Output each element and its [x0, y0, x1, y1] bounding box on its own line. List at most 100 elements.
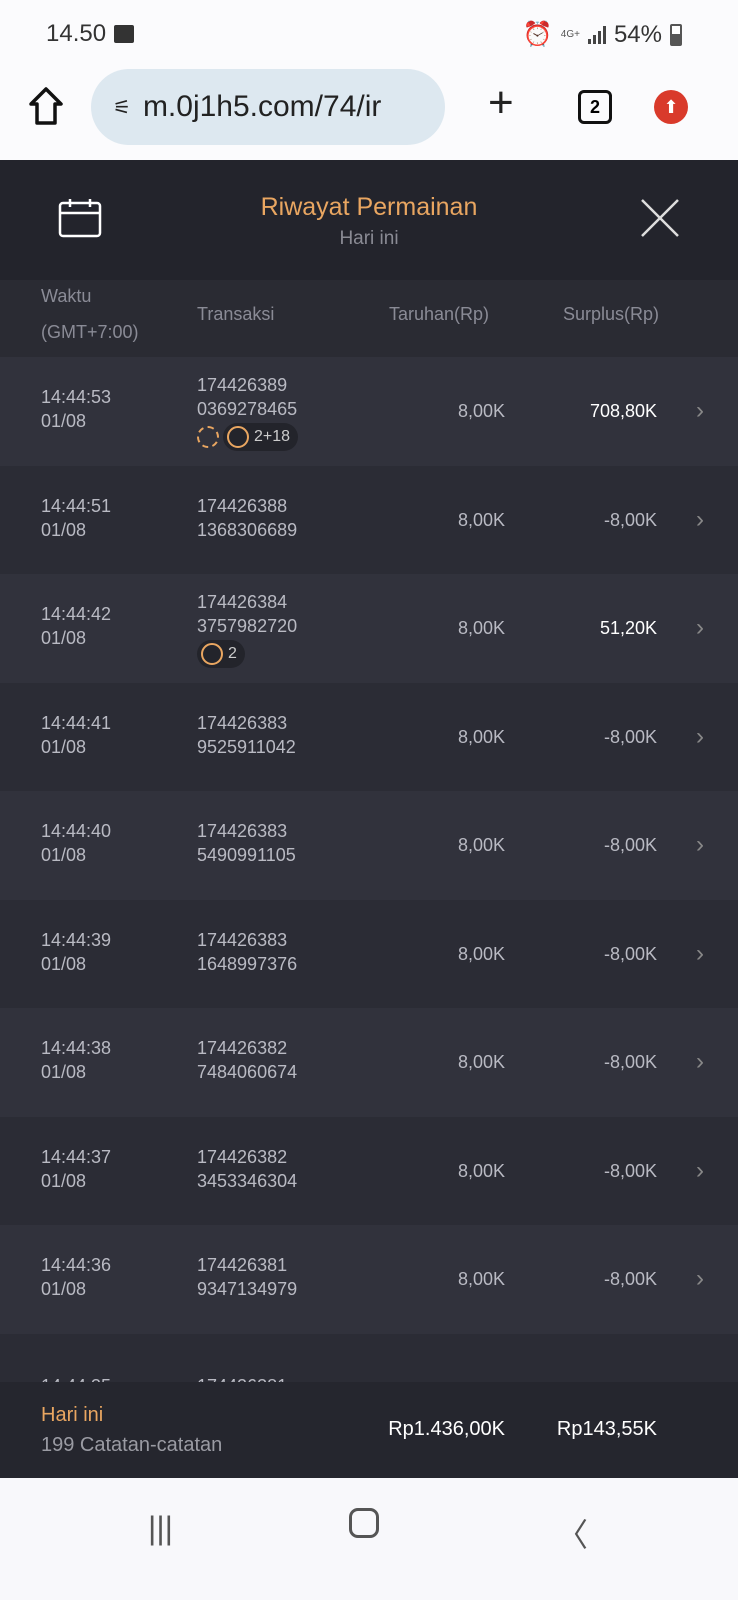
- row-time: 14:44:40: [41, 821, 112, 841]
- transaction-id-2: 9525911042: [197, 736, 296, 757]
- image-icon: [114, 25, 135, 43]
- chevron-right-icon[interactable]: ›: [696, 939, 704, 967]
- clock: 14.50: [46, 20, 107, 47]
- home-icon[interactable]: [28, 86, 64, 126]
- row-time: 14:44:39: [41, 929, 112, 950]
- history-row[interactable]: 14:44:41 01/08 174426383 9525911042 8,00K …: [0, 682, 738, 791]
- address-bar[interactable]: ⚟ m.0j1h5.com/74/ir: [91, 69, 445, 145]
- row-surplus: -8,00K: [603, 835, 657, 855]
- row-bet: 8,00K: [457, 726, 505, 747]
- row-bet: 8,00K: [457, 1052, 505, 1072]
- row-surplus: -8,00K: [603, 726, 657, 747]
- row-time: 14:44:38: [41, 1038, 112, 1058]
- row-time: 14:44:42: [41, 604, 112, 624]
- transaction-id-2: 1648997376: [197, 953, 298, 974]
- history-row[interactable]: 14:44:42 01/08 174426384 3757982720 2 8,00K…: [0, 574, 738, 683]
- row-time: 14:44:51: [41, 495, 112, 516]
- update-icon[interactable]: ⬆: [654, 90, 688, 124]
- home-button[interactable]: [349, 1508, 379, 1538]
- row-time: 14:44:53: [41, 387, 112, 407]
- chevron-right-icon[interactable]: ›: [696, 397, 704, 424]
- transaction-id-2: 0369278465: [197, 399, 298, 419]
- transaction-id-1: 174426383: [197, 821, 288, 841]
- free-spin-badge: 2: [197, 640, 245, 668]
- column-header: Waktu (GMT+7:00) Transaksi Taruhan(Rp) S…: [0, 280, 738, 357]
- game-history-panel: Riwayat Permainan Hari ini Waktu (GMT+7:…: [0, 160, 738, 1478]
- transaction-id-1: 174426388: [197, 495, 288, 516]
- transaction-id-1: 174426382: [197, 1038, 288, 1058]
- site-settings-icon[interactable]: ⚟: [113, 96, 131, 119]
- battery-level: 54%: [613, 20, 662, 48]
- status-bar: 14.50 ⏰ 4G+ 54%: [0, 0, 738, 62]
- chevron-right-icon[interactable]: ›: [696, 1048, 704, 1075]
- date-filter[interactable]: Hari ini: [339, 228, 399, 249]
- transaction-id-1: 174426383: [197, 712, 288, 733]
- free-spin-count: 2+18: [254, 428, 291, 445]
- row-surplus: 708,80K: [589, 401, 657, 421]
- transaction-id-2: 1368306689: [197, 519, 298, 540]
- row-bet: 8,00K: [457, 1160, 505, 1181]
- summary-footer: Hari ini 199 Catatan-catatan Rp1.436,00K…: [0, 1382, 738, 1478]
- free-spin-count: 2: [228, 645, 237, 662]
- system-nav-bar: ||| 〈: [0, 1478, 738, 1600]
- history-list: 14:44:53 01/08 174426389 0369278465 2+18 8,…: [0, 357, 738, 1442]
- row-bet: 8,00K: [457, 835, 505, 855]
- col-time: Waktu: [41, 286, 92, 306]
- summary-period: Hari ini: [41, 1404, 104, 1426]
- row-surplus: 51,20K: [599, 618, 657, 638]
- chevron-right-icon[interactable]: ›: [696, 505, 704, 533]
- row-date: 01/08: [41, 1062, 87, 1082]
- browser-toolbar: ⚟ m.0j1h5.com/74/ir + 2 ⬆: [0, 62, 738, 160]
- transaction-id-1: 174426383: [197, 929, 288, 950]
- chevron-right-icon[interactable]: ›: [696, 614, 704, 641]
- row-date: 01/08: [41, 519, 87, 540]
- url-text: m.0j1h5.com/74/ir: [142, 90, 382, 123]
- respin-icon: [197, 426, 219, 448]
- row-bet: 8,00K: [457, 1269, 505, 1289]
- close-icon[interactable]: [640, 198, 680, 238]
- row-surplus: -8,00K: [603, 943, 657, 964]
- tab-switcher-button[interactable]: 2: [578, 90, 612, 124]
- chevron-right-icon[interactable]: ›: [696, 1156, 704, 1184]
- transaction-id-2: 3757982720: [197, 616, 298, 636]
- transaction-id-2: 3453346304: [197, 1170, 298, 1191]
- history-row[interactable]: 14:44:39 01/08 174426383 1648997376 8,00K …: [0, 899, 738, 1008]
- col-bet: Taruhan(Rp): [389, 304, 490, 324]
- recent-apps-button[interactable]: |||: [148, 1510, 173, 1546]
- network-icon: 4G+: [560, 28, 580, 40]
- transaction-id-1: 174426382: [197, 1146, 288, 1167]
- row-date: 01/08: [41, 845, 87, 865]
- history-row[interactable]: 14:44:37 01/08 174426382 3453346304 8,00K …: [0, 1116, 738, 1225]
- transaction-id-1: 174426389: [197, 375, 288, 395]
- signal-icon: [587, 25, 606, 44]
- history-row[interactable]: 14:44:36 01/08 174426381 9347134979 8,00K …: [0, 1225, 738, 1334]
- chevron-right-icon[interactable]: ›: [696, 722, 704, 750]
- transaction-id-2: 9347134979: [197, 1279, 298, 1299]
- total-surplus: Rp143,55K: [556, 1418, 657, 1440]
- col-surplus: Surplus(Rp): [563, 304, 660, 324]
- history-row[interactable]: 14:44:40 01/08 174426383 5490991105 8,00K …: [0, 791, 738, 900]
- history-row[interactable]: 14:44:51 01/08 174426388 1368306689 8,00K …: [0, 465, 738, 574]
- free-spin-icon: [227, 426, 249, 448]
- chevron-right-icon[interactable]: ›: [696, 1265, 704, 1292]
- row-date: 01/08: [41, 736, 87, 757]
- total-bet: Rp1.436,00K: [388, 1418, 505, 1440]
- transaction-id-2: 5490991105: [197, 845, 296, 865]
- row-bet: 8,00K: [457, 401, 505, 421]
- history-row[interactable]: 14:44:53 01/08 174426389 0369278465 2+18 8,…: [0, 357, 738, 466]
- chevron-right-icon[interactable]: ›: [696, 831, 704, 858]
- panel-header: Riwayat Permainan Hari ini: [0, 160, 738, 280]
- row-surplus: -8,00K: [603, 1269, 657, 1289]
- row-surplus: -8,00K: [603, 1160, 657, 1181]
- row-date: 01/08: [41, 953, 87, 974]
- page-title: Riwayat Permainan: [260, 193, 478, 221]
- row-time: 14:44:37: [41, 1146, 112, 1167]
- back-button[interactable]: 〈: [556, 1517, 589, 1553]
- calendar-icon[interactable]: [58, 198, 102, 238]
- row-surplus: -8,00K: [603, 1052, 657, 1072]
- new-tab-button[interactable]: +: [488, 78, 514, 127]
- transaction-id-2: 7484060674: [197, 1062, 298, 1082]
- transaction-id-1: 174426384: [197, 592, 288, 612]
- col-timezone: (GMT+7:00): [41, 322, 139, 342]
- history-row[interactable]: 14:44:38 01/08 174426382 7484060674 8,00K …: [0, 1008, 738, 1117]
